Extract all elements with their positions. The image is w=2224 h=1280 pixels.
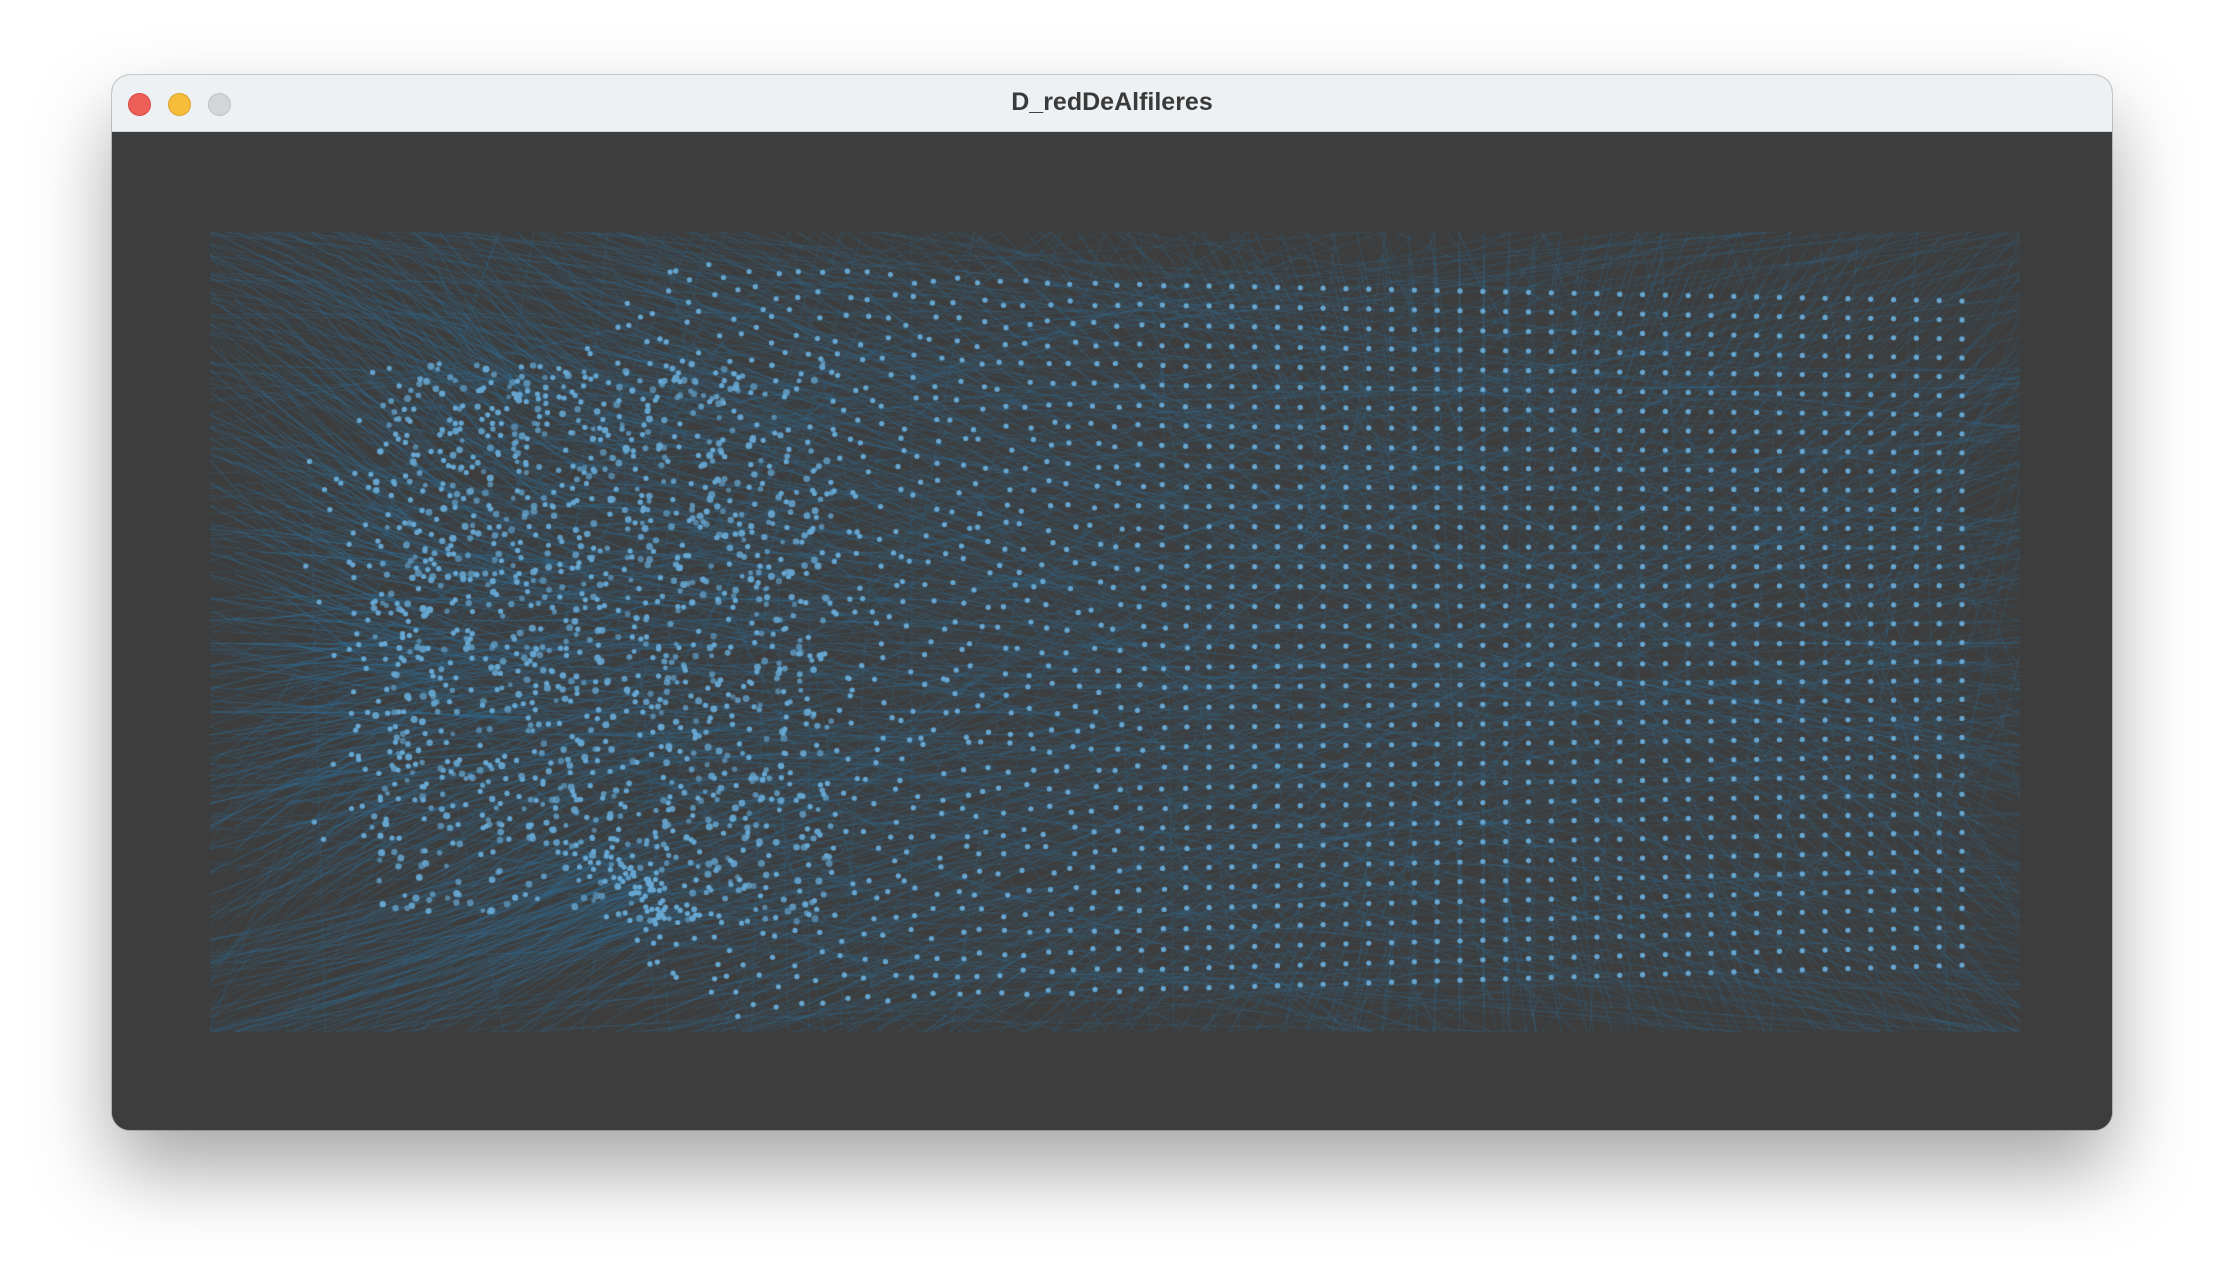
- zoom-window-button[interactable]: [208, 93, 231, 116]
- close-window-button[interactable]: [128, 93, 151, 116]
- minimize-window-button[interactable]: [168, 93, 191, 116]
- sketch-canvas-area[interactable]: [112, 132, 2112, 1130]
- title-bar[interactable]: D_redDeAlfileres: [112, 75, 2112, 132]
- window-title: D_redDeAlfileres: [1011, 88, 1213, 116]
- pin-network-canvas[interactable]: [112, 132, 2112, 1130]
- app-window: D_redDeAlfileres: [112, 75, 2112, 1130]
